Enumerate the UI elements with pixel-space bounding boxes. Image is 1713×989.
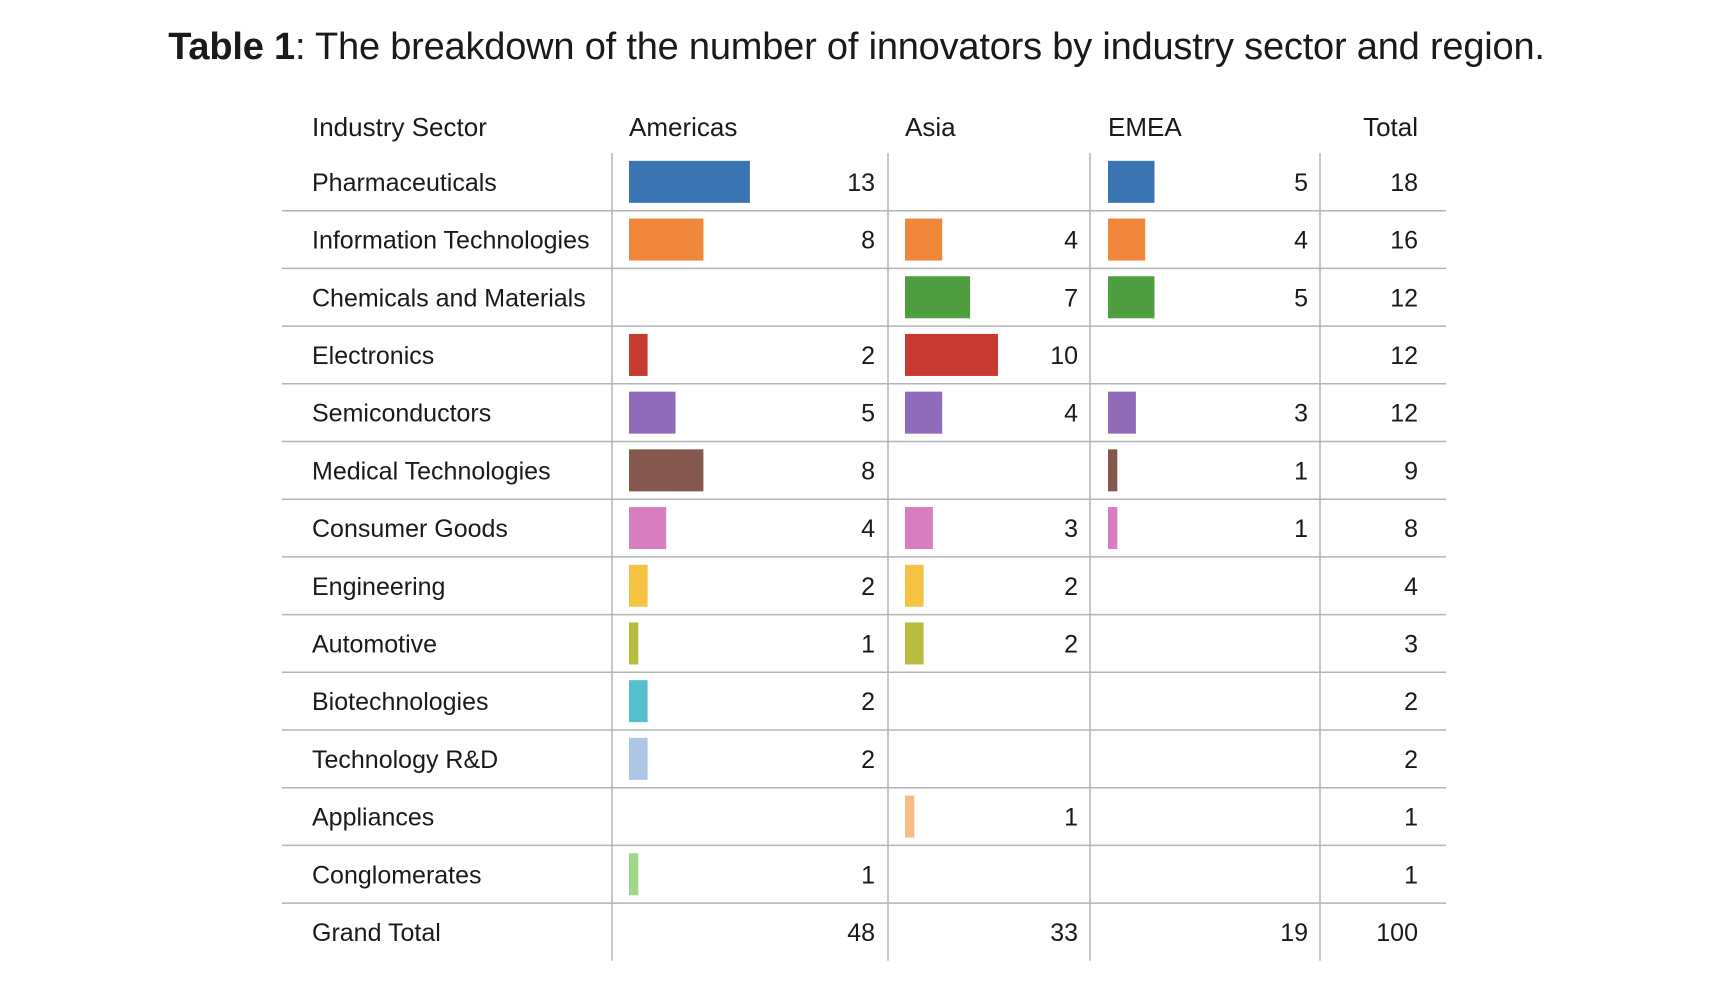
bar-asia [905, 276, 971, 319]
bar-asia [905, 622, 924, 665]
value-americas: 2 [861, 746, 875, 774]
sector-label: Pharmaceuticals [312, 169, 497, 197]
bar-americas [629, 507, 667, 550]
bar-americas [629, 333, 648, 376]
value-americas: 8 [861, 457, 875, 485]
caption-text: : The breakdown of the number of innovat… [294, 26, 1545, 68]
sector-label: Automotive [312, 630, 437, 658]
value-americas: 4 [861, 515, 875, 543]
value-total: 9 [1404, 457, 1418, 485]
table-caption: Table 1: The breakdown of the number of … [0, 26, 1713, 69]
sector-label: Medical Technologies [312, 457, 551, 485]
value-asia: 10 [1050, 342, 1078, 370]
bar-emea [1108, 507, 1118, 550]
value-asia: 4 [1064, 227, 1078, 255]
value-total: 4 [1404, 573, 1418, 601]
sector-label: Appliances [312, 804, 434, 832]
value-total: 12 [1390, 284, 1418, 312]
value-total: 16 [1390, 227, 1418, 255]
sector-label: Chemicals and Materials [312, 284, 586, 312]
value-emea: 5 [1294, 169, 1308, 197]
grand-total-total: 100 [1376, 919, 1418, 947]
value-total: 12 [1390, 342, 1418, 370]
value-americas: 2 [861, 342, 875, 370]
value-americas: 1 [861, 630, 875, 658]
sector-label: Technology R&D [312, 746, 498, 774]
value-americas: 1 [861, 861, 875, 889]
value-emea: 1 [1294, 457, 1308, 485]
value-total: 18 [1390, 169, 1418, 197]
value-asia: 2 [1064, 630, 1078, 658]
sector-label: Semiconductors [312, 400, 491, 428]
bar-americas [629, 160, 750, 203]
value-americas: 5 [861, 400, 875, 428]
bar-americas [629, 564, 648, 607]
grand-total-americas: 48 [847, 919, 875, 947]
grand-total-emea: 19 [1280, 919, 1308, 947]
bar-asia [905, 564, 924, 607]
bar-americas [629, 622, 639, 665]
sector-label: Engineering [312, 573, 445, 601]
value-americas: 8 [861, 227, 875, 255]
bar-americas [629, 218, 704, 261]
value-emea: 1 [1294, 515, 1308, 543]
sector-label: Information Technologies [312, 227, 590, 255]
value-asia: 4 [1064, 400, 1078, 428]
value-total: 2 [1404, 746, 1418, 774]
bar-asia [905, 391, 943, 434]
caption-bold: Table 1 [168, 26, 295, 68]
value-asia: 2 [1064, 573, 1078, 601]
value-emea: 4 [1294, 227, 1308, 255]
column-header-2: Asia [905, 112, 956, 142]
bar-asia [905, 795, 915, 838]
column-header-4: Total [1363, 112, 1418, 142]
column-header-0: Industry Sector [312, 112, 487, 142]
value-emea: 3 [1294, 400, 1308, 428]
value-total: 8 [1404, 515, 1418, 543]
grand-total-label: Grand Total [312, 919, 441, 947]
bar-americas [629, 737, 648, 780]
value-total: 2 [1404, 688, 1418, 716]
sector-label: Electronics [312, 342, 434, 370]
bar-asia [905, 218, 943, 261]
bar-americas [629, 853, 639, 896]
bar-emea [1108, 449, 1118, 492]
sector-label: Conglomerates [312, 861, 482, 889]
bar-emea [1108, 391, 1136, 434]
bar-emea [1108, 160, 1155, 203]
bar-asia [905, 333, 998, 376]
value-total: 1 [1404, 861, 1418, 889]
grand-total-asia: 33 [1050, 919, 1078, 947]
sector-label: Consumer Goods [312, 515, 508, 543]
bar-emea [1108, 276, 1155, 319]
bar-americas [629, 449, 704, 492]
sector-label: Biotechnologies [312, 688, 489, 716]
bar-americas [629, 391, 676, 434]
value-total: 1 [1404, 804, 1418, 832]
value-asia: 1 [1064, 804, 1078, 832]
value-total: 3 [1404, 630, 1418, 658]
bar-americas [629, 680, 648, 723]
value-americas: 2 [861, 688, 875, 716]
value-asia: 7 [1064, 284, 1078, 312]
bar-asia [905, 507, 933, 550]
bar-emea [1108, 218, 1146, 261]
value-americas: 2 [861, 573, 875, 601]
value-asia: 3 [1064, 515, 1078, 543]
column-header-1: Americas [629, 112, 737, 142]
column-header-3: EMEA [1108, 112, 1182, 142]
value-americas: 13 [847, 169, 875, 197]
value-total: 12 [1390, 400, 1418, 428]
value-emea: 5 [1294, 284, 1308, 312]
